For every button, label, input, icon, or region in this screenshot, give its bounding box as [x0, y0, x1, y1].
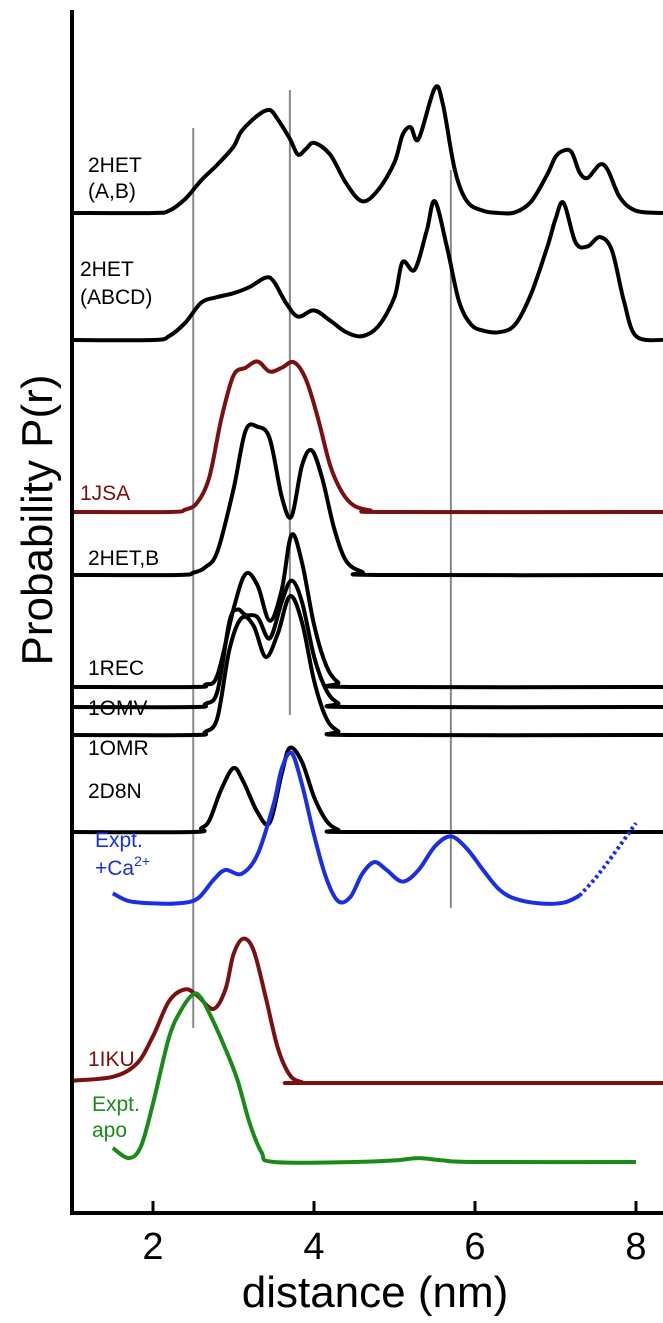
series-line — [72, 936, 663, 1086]
series-label-line: 1OMV — [88, 697, 148, 720]
series-label-superscript: 2+ — [134, 853, 150, 869]
series-6 — [72, 594, 663, 738]
x-ticks: 2 4 6 8 — [142, 1201, 647, 1268]
series-line — [111, 991, 637, 1165]
series-curves — [72, 84, 663, 1165]
series-label-line: +Ca — [95, 857, 134, 880]
series-label: 1OMV — [88, 697, 148, 720]
series-line — [72, 84, 663, 216]
x-axis-title: distance (nm) — [242, 1268, 509, 1317]
series-line — [72, 578, 663, 710]
series-label-line: (ABCD) — [80, 286, 152, 309]
series-label-line: Expt. — [95, 829, 143, 852]
series-label-line: 2HET — [88, 154, 142, 177]
x-tick-label: 6 — [464, 1226, 485, 1268]
series-label-line: 2HET — [80, 258, 134, 281]
series-line — [72, 532, 663, 690]
series-line — [72, 199, 663, 343]
x-tick-label: 8 — [625, 1226, 646, 1268]
series-4 — [72, 532, 663, 690]
series-label: 2HET (A,B) — [88, 154, 142, 203]
series-label: 2D8N — [88, 780, 142, 803]
axes — [70, 10, 663, 1215]
series-line — [72, 745, 663, 835]
series-label: 1OMR — [88, 737, 149, 760]
y-axis-title: Probability P(r) — [13, 375, 62, 666]
series-7 — [72, 745, 663, 835]
series-10 — [111, 991, 637, 1165]
reference-lines — [192, 90, 452, 1028]
series-3 — [72, 422, 663, 578]
x-tick-label: 4 — [303, 1226, 324, 1268]
series-9 — [72, 936, 663, 1086]
series-label-line: apo — [92, 1119, 127, 1142]
series-2 — [72, 359, 663, 515]
series-label: 1IKU — [88, 1048, 135, 1071]
x-tick-label: 2 — [142, 1226, 163, 1268]
series-label: Expt. +Ca2+ — [95, 829, 150, 880]
series-labels: 2HET (A,B) 2HET (ABCD) 1JSA 2HET,B 1REC 1OMV 1OM… — [80, 154, 159, 1142]
series-label: 1JSA — [80, 482, 130, 505]
series-label: 1REC — [88, 657, 144, 680]
series-label-line: Expt. — [92, 1093, 140, 1116]
series-label-line: 1REC — [88, 657, 144, 680]
series-label: Expt. apo — [92, 1093, 140, 1142]
series-label-line: 2HET,B — [88, 547, 159, 570]
series-label-line: 1JSA — [80, 482, 130, 505]
series-0 — [72, 84, 663, 216]
series-label-line: 1OMR — [88, 737, 149, 760]
series-line-extrapolated — [578, 821, 638, 897]
series-line — [72, 359, 663, 515]
series-line — [111, 750, 581, 906]
series-1 — [72, 199, 663, 343]
series-label-line: 2D8N — [88, 780, 142, 803]
series-label: 2HET (ABCD) — [80, 258, 152, 309]
series-label-line: (A,B) — [88, 180, 136, 203]
series-line — [72, 594, 663, 738]
series-label: 2HET,B — [88, 547, 159, 570]
series-label-line: 1IKU — [88, 1048, 135, 1071]
series-line — [72, 422, 663, 578]
series-5 — [72, 578, 663, 710]
series-8 — [111, 750, 638, 906]
